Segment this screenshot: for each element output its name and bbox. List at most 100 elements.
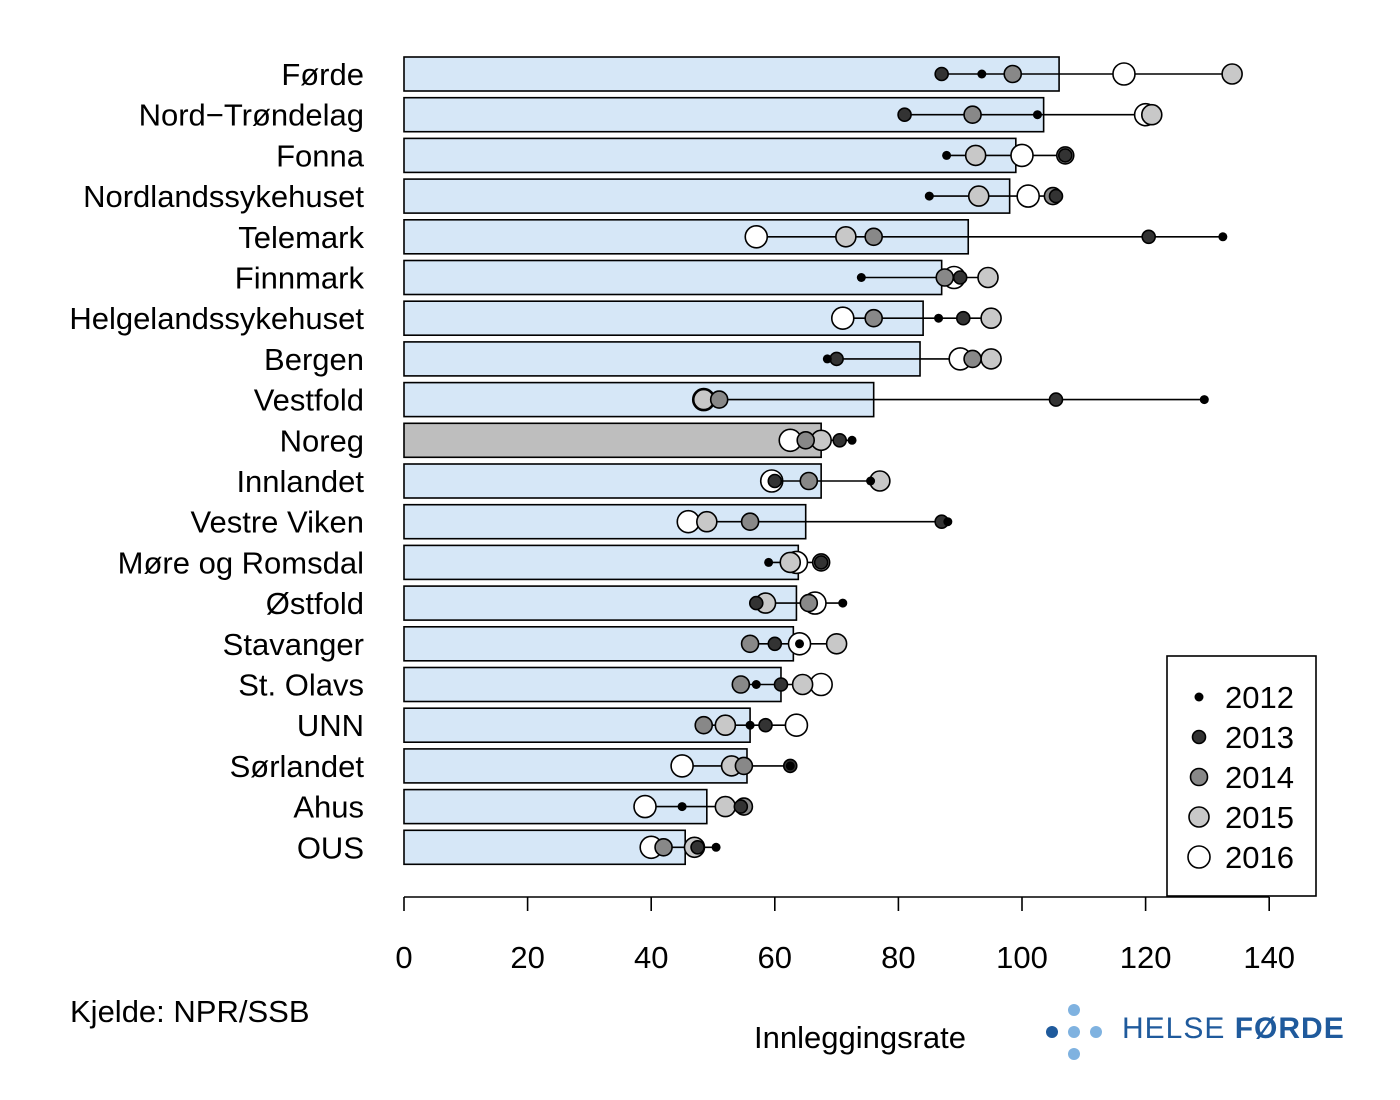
- category-label: Helgelandssykehuset: [69, 301, 364, 336]
- point-2014-14: [740, 634, 760, 654]
- point-2012-6: [934, 313, 944, 323]
- point-2012-0: [977, 69, 987, 79]
- point-2012-12: [764, 557, 774, 567]
- point-2012-11: [943, 517, 953, 527]
- legend-label: 2012: [1225, 680, 1294, 715]
- logo-dot-bottom: [1068, 1048, 1080, 1060]
- point-2015-3: [967, 185, 990, 207]
- category-label: Nord−Trøndelag: [139, 98, 364, 133]
- point-2012-3: [924, 191, 934, 201]
- category-label: UNN: [297, 708, 364, 743]
- point-2013-4: [1141, 229, 1156, 245]
- point-2013-19: [690, 839, 705, 855]
- bar-9: [403, 422, 822, 459]
- category-label: Førde: [281, 57, 364, 92]
- x-tick-label: 20: [510, 940, 544, 975]
- category-label: Vestre Viken: [191, 505, 364, 540]
- point-2014-10: [799, 471, 819, 491]
- point-2013-10: [767, 473, 783, 489]
- category-label: Ahus: [293, 790, 364, 825]
- point-2014-1: [963, 105, 982, 124]
- point-2013-12: [813, 555, 829, 570]
- point-2016-16: [784, 713, 809, 738]
- point-2014-7: [963, 349, 982, 369]
- category-label: Nordlandssykehuset: [83, 179, 364, 214]
- point-2014-4: [864, 227, 883, 247]
- point-2013-2: [1057, 148, 1073, 163]
- bar-2: [403, 137, 1017, 174]
- point-2014-19: [654, 837, 673, 857]
- logo-word-forde: FØRDE: [1234, 1012, 1345, 1045]
- category-label: Telemark: [238, 220, 364, 255]
- point-2012-1: [1032, 110, 1042, 120]
- point-2013-7: [829, 351, 844, 367]
- category-label: Finnmark: [235, 261, 365, 296]
- point-2013-8: [1048, 392, 1064, 407]
- point-2012-14: [795, 639, 805, 649]
- logo-text: HELSE FØRDE: [1122, 1012, 1345, 1046]
- source-note: Kjelde: NPR/SSB: [70, 994, 310, 1029]
- point-2015-4: [835, 226, 857, 248]
- point-2012-7: [822, 354, 832, 364]
- point-2012-15: [751, 680, 761, 689]
- logo-dot-center: [1068, 1026, 1080, 1038]
- point-2016-15: [809, 672, 833, 697]
- legend-marker-2014: [1189, 767, 1209, 787]
- point-2015-1: [1140, 103, 1163, 126]
- point-2014-6: [864, 308, 883, 328]
- category-label: Stavanger: [223, 627, 364, 662]
- point-2015-18: [714, 795, 737, 818]
- point-2014-15: [731, 675, 751, 694]
- point-2016-2: [1010, 143, 1034, 168]
- point-2012-19: [711, 842, 721, 852]
- bar-16: [403, 707, 751, 744]
- point-2016-18: [633, 794, 657, 819]
- point-2016-4: [744, 225, 769, 249]
- legend-label: 2014: [1225, 760, 1294, 795]
- point-2016-17: [670, 754, 694, 778]
- legend-label: 2015: [1225, 800, 1294, 835]
- point-2016-3: [1016, 184, 1040, 208]
- category-label: Noreg: [280, 423, 364, 458]
- point-2012-9: [847, 435, 857, 445]
- point-2016-0: [1112, 62, 1136, 86]
- point-2013-5: [952, 270, 968, 285]
- bar-10: [403, 463, 822, 499]
- point-2015-11: [696, 510, 718, 533]
- point-2013-0: [934, 66, 949, 82]
- point-2015-7: [980, 348, 1002, 370]
- point-2014-11: [740, 512, 760, 532]
- point-2015-0: [1221, 63, 1243, 85]
- legend-marker-2013: [1191, 729, 1207, 745]
- point-2014-13: [799, 593, 819, 613]
- point-2013-13: [748, 595, 764, 611]
- point-2014-8: [709, 390, 729, 409]
- point-2016-6: [830, 306, 855, 331]
- x-tick-label: 100: [996, 940, 1048, 975]
- point-2012-8: [1199, 395, 1209, 405]
- point-2015-6: [980, 307, 1002, 330]
- point-2013-14: [767, 636, 783, 652]
- bar-18: [403, 788, 708, 825]
- point-2013-1: [897, 107, 912, 122]
- point-2015-2: [964, 144, 987, 167]
- point-2015-15: [791, 673, 814, 696]
- point-2014-9: [796, 430, 816, 450]
- bar-3: [403, 178, 1011, 214]
- bar-15: [403, 666, 782, 703]
- point-2013-15: [773, 677, 789, 692]
- bar-13: [403, 585, 798, 621]
- x-tick-label: 80: [881, 940, 915, 975]
- x-tick-label: 40: [634, 940, 668, 975]
- point-2014-16: [694, 715, 714, 735]
- point-2014-0: [1003, 64, 1023, 84]
- point-2015-14: [825, 632, 848, 655]
- x-tick-label: 140: [1243, 940, 1295, 975]
- point-2013-16: [758, 717, 773, 733]
- point-2012-18: [677, 802, 687, 812]
- point-2015-12: [779, 551, 802, 574]
- x-tick-label: 120: [1120, 940, 1172, 975]
- legend-label: 2013: [1225, 720, 1294, 755]
- bar-19: [403, 829, 686, 866]
- point-2013-18: [733, 799, 749, 814]
